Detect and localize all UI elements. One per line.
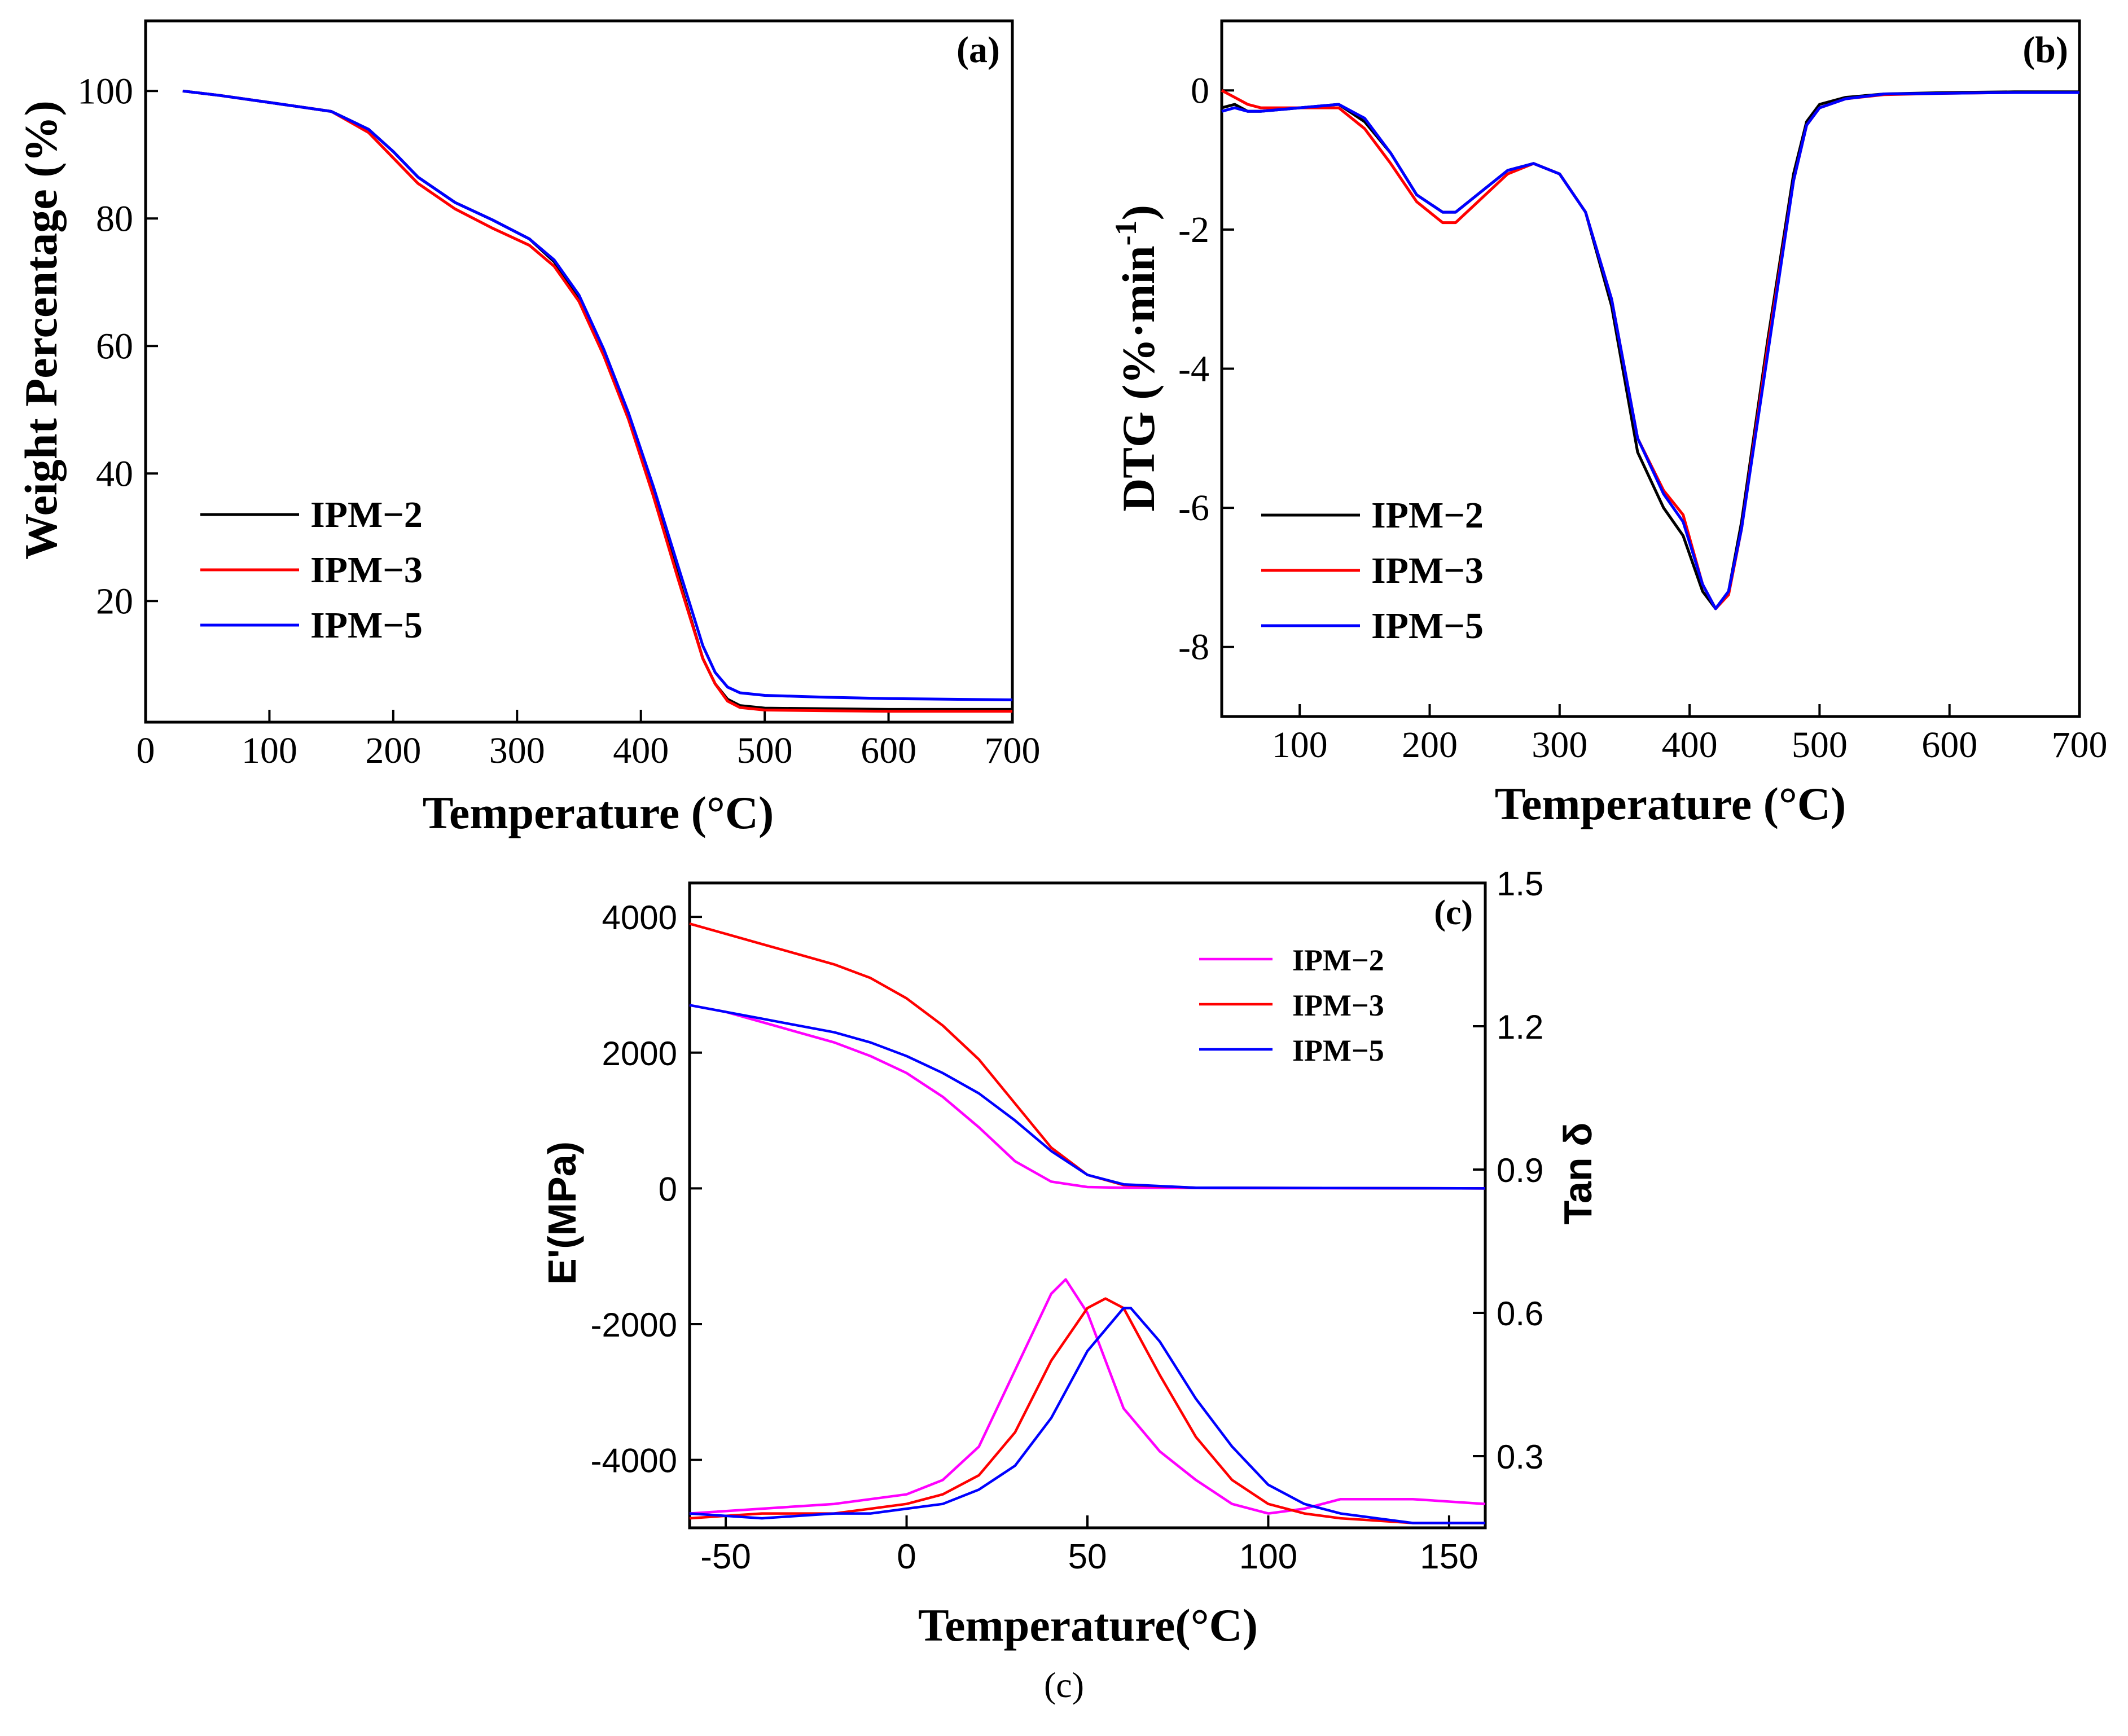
- panel-a-y-ticks: 20 40 60 80 100: [77, 71, 158, 622]
- panel-c-legend-label: IPM−3: [1292, 988, 1384, 1022]
- panel-c-tan-delta-line-1: [689, 1278, 1486, 1515]
- panel-a-legend-label: IPM−3: [310, 550, 423, 591]
- panel-c-x-tick-label: 50: [1068, 1537, 1107, 1576]
- panel-b-series: [1221, 89, 2079, 610]
- panel-a-series-line-1: [182, 89, 1012, 711]
- panel-a-x-tick-label: 600: [861, 730, 916, 771]
- panel-c: -50 0 50 100 150 4000 2000 0 -2000 -4000 1.5 1.2 0…: [540, 865, 1600, 1651]
- panel-b-x-tick-label: 600: [1921, 724, 1977, 766]
- panel-b-label: (b): [2022, 29, 2068, 71]
- panel-b-y-axis-title: DTG (%·min-1): [1109, 205, 1164, 512]
- panel-b-series-line-1: [1221, 90, 2079, 610]
- panel-b-x-ticks: 100 200 300 400 500 600 700: [1272, 704, 2108, 766]
- panel-b-legend-label: IPM−2: [1371, 495, 1484, 536]
- panel-b-legend-label: IPM−3: [1371, 550, 1484, 591]
- panel-a-series: [182, 89, 1013, 713]
- panel-c-tan-delta-line-3: [689, 1307, 1485, 1524]
- panel-a-legend: IPM−2 IPM−3 IPM−5: [200, 494, 423, 646]
- panel-c-y2-tick-label: 0.3: [1497, 1438, 1543, 1476]
- panel-c-y2-tick-label: 1.5: [1497, 865, 1543, 903]
- panel-a-y-tick-label: 100: [77, 71, 133, 112]
- panel-b-y-axis-title-main: DTG (%·min: [1113, 245, 1164, 512]
- panel-c-y2-ticks: 1.5 1.2 0.9 0.6 0.3: [1473, 865, 1543, 1476]
- panel-a-x-tick-label: 300: [489, 730, 545, 771]
- panel-c-modulus-line-1: [689, 1004, 1486, 1190]
- panel-c-y2-tick-label: 0.6: [1497, 1295, 1543, 1333]
- panel-c-x-ticks: -50 0 50 100 150: [700, 1515, 1478, 1576]
- panel-c-x-tick-label: 0: [897, 1537, 916, 1576]
- panel-a-legend-label: IPM−2: [310, 494, 423, 535]
- panel-b-series-line-3: [1221, 91, 2079, 610]
- panel-c-label: (c): [1434, 894, 1473, 932]
- panel-a-x-tick-label: 200: [365, 730, 421, 771]
- panel-b-y-axis-title-superscript: -1: [1109, 220, 1143, 245]
- panel-b-x-tick-label: 400: [1662, 724, 1718, 766]
- panel-a-x-tick-label: 0: [137, 730, 155, 771]
- panel-a-y-axis-title: Weight Percentage (%): [15, 100, 67, 560]
- panel-a: 0 100 200 300 400 500 600 700 20 40 60 80 100 (a) T…: [15, 19, 1041, 838]
- panel-c-y-tick-label: 4000: [602, 899, 677, 937]
- panel-c-y2-axis-title: Tan δ: [1556, 1122, 1600, 1224]
- panel-c-x-tick-label: 100: [1239, 1537, 1297, 1576]
- panel-a-x-tick-label: 400: [613, 730, 669, 771]
- panel-c-legend-label: IPM−5: [1292, 1034, 1384, 1067]
- panel-a-y-tick-label: 40: [96, 453, 133, 494]
- panel-b-x-tick-label: 300: [1532, 724, 1587, 766]
- panel-c-x-axis-title: Temperature(°C): [918, 1599, 1258, 1651]
- panel-b-y-tick-label: -8: [1178, 627, 1209, 668]
- panel-c-modulus-line-3: [689, 1004, 1486, 1190]
- panel-c-y-tick-label: -2000: [591, 1306, 677, 1344]
- panel-b-y-axis-title-close: ): [1113, 205, 1164, 220]
- panel-b-x-tick-label: 200: [1402, 724, 1458, 766]
- panel-b-y-tick-label: -6: [1178, 487, 1209, 529]
- panel-b-legend: IPM−2 IPM−3 IPM−5: [1261, 495, 1484, 647]
- panel-b: 100 200 300 400 500 600 700 0 -2 -4 -6 -8 (b) Temp…: [1109, 19, 2108, 829]
- panel-a-y-tick-label: 20: [96, 581, 133, 622]
- panel-c-y-ticks: 4000 2000 0 -2000 -4000: [591, 899, 702, 1480]
- panel-c-legend: IPM−2 IPM−3 IPM−5: [1199, 943, 1384, 1067]
- panel-b-x-axis-title: Temperature (°C): [1495, 778, 1846, 829]
- panel-c-frame: [688, 881, 1487, 1530]
- panel-a-label: (a): [956, 29, 1000, 71]
- panel-c-legend-label: IPM−2: [1292, 943, 1384, 977]
- figure-caption: (c): [1043, 1665, 1085, 1705]
- panel-c-y-axis-title: E'(MPa): [540, 1141, 584, 1285]
- panel-c-x-tick-label: 150: [1420, 1537, 1478, 1576]
- panel-c-x-tick-label: -50: [700, 1537, 751, 1576]
- panel-c-y-tick-label: 0: [659, 1170, 677, 1208]
- panel-a-x-tick-label: 100: [242, 730, 297, 771]
- panel-a-y-tick-label: 60: [96, 326, 133, 367]
- panel-a-legend-label: IPM−5: [310, 605, 423, 646]
- panel-c-y-tick-label: -4000: [591, 1442, 677, 1480]
- panel-b-x-tick-label: 100: [1272, 724, 1328, 766]
- panel-a-y-tick-label: 80: [96, 198, 133, 239]
- panel-c-tan-delta-line-2: [689, 1297, 1485, 1524]
- panel-b-legend-label: IPM−5: [1371, 605, 1484, 647]
- panel-a-x-tick-label: 700: [985, 730, 1041, 771]
- panel-b-y-ticks: 0 -2 -4 -6 -8: [1178, 70, 1234, 668]
- panel-a-x-tick-label: 500: [737, 730, 793, 771]
- panel-b-frame: [1220, 19, 2081, 718]
- panel-c-y2-tick-label: 1.2: [1497, 1008, 1543, 1046]
- panel-c-y2-tick-label: 0.9: [1497, 1152, 1543, 1189]
- panel-b-y-tick-label: -4: [1178, 349, 1209, 390]
- panel-c-y-tick-label: 2000: [602, 1035, 677, 1073]
- panel-a-frame: [144, 19, 1014, 724]
- panel-b-y-tick-label: -2: [1178, 209, 1209, 250]
- panel-a-series-line-2: [182, 89, 1012, 713]
- panel-a-x-axis-title: Temperature (°C): [423, 787, 774, 838]
- panel-b-x-tick-label: 500: [1792, 724, 1848, 766]
- panel-a-series-line-3: [182, 89, 1013, 701]
- panel-b-y-tick-label: 0: [1191, 70, 1209, 111]
- panel-c-series: [689, 922, 1486, 1524]
- panel-b-x-tick-label: 700: [2052, 724, 2108, 766]
- panel-b-series-line-2: [1221, 89, 2079, 610]
- panel-a-x-ticks: 0 100 200 300 400 500 600 700: [137, 710, 1041, 771]
